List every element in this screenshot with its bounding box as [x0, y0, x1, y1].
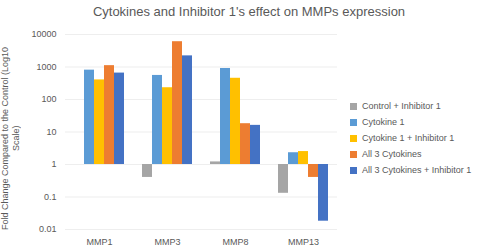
svg-text:100: 100 [41, 94, 56, 104]
html-text:Cytokine 1: Cytokine 1 [362, 116, 405, 127]
svg-text:MMP8: MMP8 [222, 237, 248, 247]
html-text:Control + Inhibitor 1: Control + Inhibitor 1 [362, 100, 441, 111]
html-text:Cytokine 1 + Inhibitor 1: Cytokine 1 + Inhibitor 1 [362, 132, 455, 143]
svg-text:MMP1: MMP1 [86, 237, 112, 247]
svg-text:10: 10 [46, 127, 56, 137]
html-text:All 3 Cytokines: All 3 Cytokines [362, 148, 422, 159]
html-text:All 3 Cytokines + Inhibitor 1: All 3 Cytokines + Inhibitor 1 [362, 164, 472, 175]
svg-text:1: 1 [51, 159, 56, 169]
svg-text:0.1: 0.1 [44, 192, 57, 202]
svg-text:MMP3: MMP3 [154, 237, 180, 247]
svg-text:0.01: 0.01 [39, 224, 57, 234]
svg-text:1000: 1000 [36, 62, 56, 72]
html-text:Fold Change Compared to the Co: Fold Change Compared to the Control (Log… [0, 45, 21, 230]
html-text:Cytokines and Inhibitor 1's ef: Cytokines and Inhibitor 1's effect on MM… [92, 4, 406, 19]
svg-text:10000: 10000 [31, 29, 56, 39]
svg-text:MMP13: MMP13 [288, 237, 319, 247]
